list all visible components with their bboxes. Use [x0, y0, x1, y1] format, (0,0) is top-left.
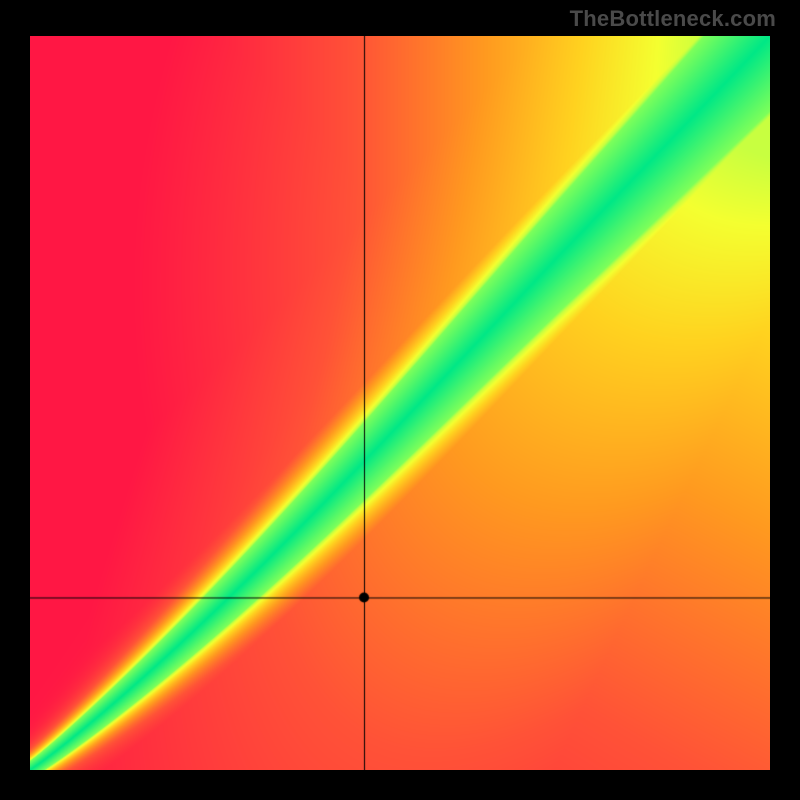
heatmap-canvas: [30, 36, 770, 770]
watermark-text: TheBottleneck.com: [570, 6, 776, 32]
chart-container: TheBottleneck.com: [0, 0, 800, 800]
plot-area: [30, 36, 770, 770]
